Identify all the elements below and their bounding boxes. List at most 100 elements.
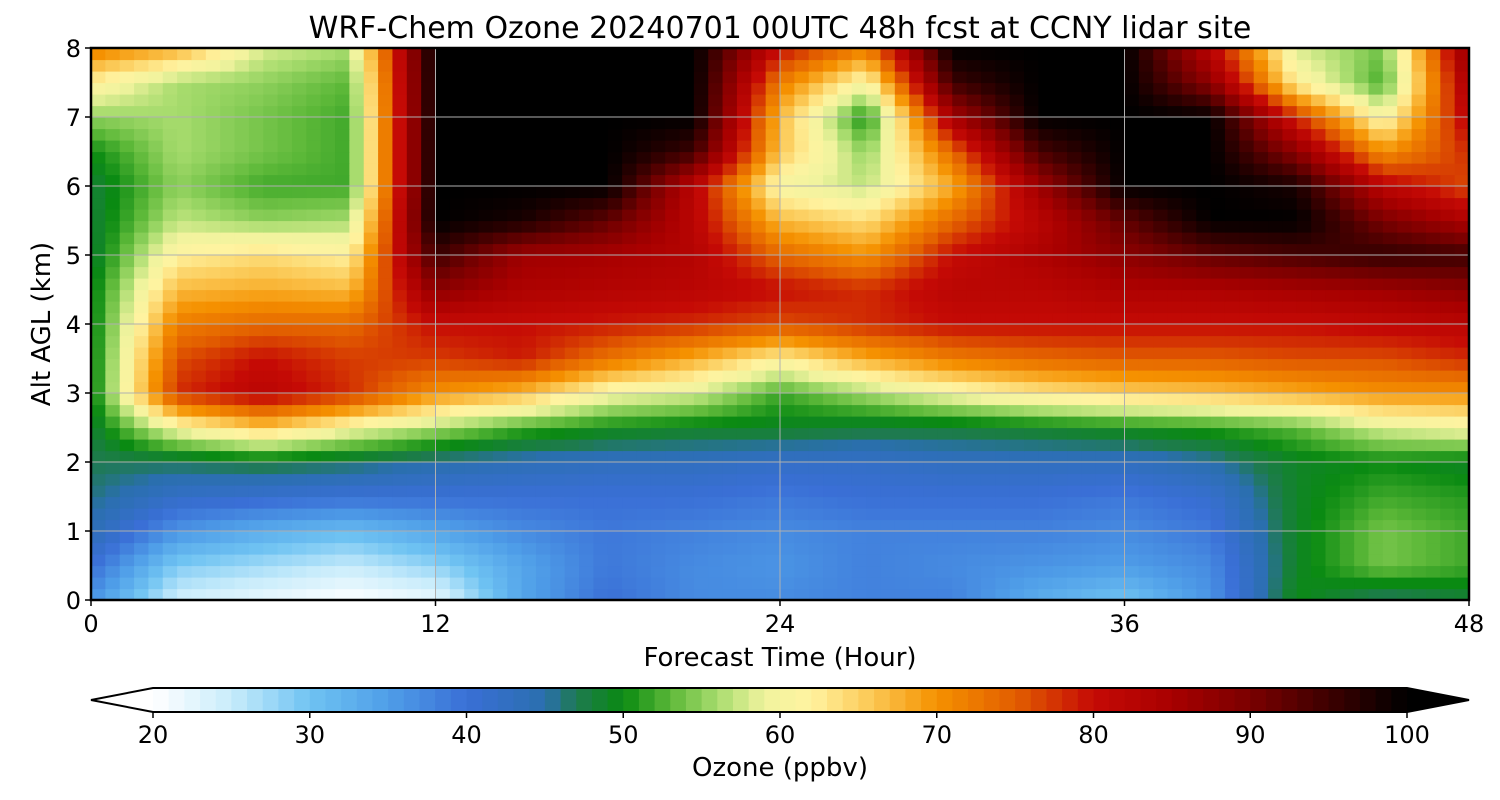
- heatmap-cell: [1325, 519, 1341, 532]
- heatmap-cell: [1296, 542, 1312, 555]
- heatmap-cell: [177, 232, 193, 245]
- heatmap-cell: [808, 140, 824, 153]
- heatmap-cell: [1382, 485, 1398, 498]
- heatmap-cell: [765, 519, 781, 532]
- heatmap-cell: [780, 416, 795, 429]
- heatmap-cell: [363, 485, 379, 498]
- heatmap-cell: [363, 416, 379, 429]
- heatmap-cell: [535, 485, 551, 498]
- heatmap-cell: [263, 243, 279, 256]
- heatmap-cell: [478, 427, 494, 440]
- heatmap-cell: [435, 404, 451, 417]
- heatmap-cell: [277, 117, 293, 130]
- heatmap-cell: [1397, 220, 1413, 233]
- heatmap-cell: [622, 450, 638, 463]
- heatmap-cell: [794, 370, 810, 383]
- heatmap-cell: [177, 496, 193, 509]
- heatmap-cell: [1124, 140, 1140, 153]
- heatmap-cell: [1052, 531, 1068, 544]
- heatmap-cell: [464, 59, 480, 72]
- heatmap-cell: [1081, 370, 1097, 383]
- heatmap-cell: [220, 197, 236, 210]
- heatmap-cell: [234, 542, 250, 555]
- heatmap-cell: [1440, 105, 1456, 118]
- heatmap-cell: [464, 174, 480, 187]
- heatmap-cell: [909, 82, 925, 95]
- heatmap-cell: [134, 94, 150, 107]
- heatmap-cell: [1210, 416, 1226, 429]
- heatmap-cell: [679, 324, 695, 337]
- heatmap-cell: [392, 197, 408, 210]
- heatmap-cell: [291, 278, 307, 291]
- heatmap-cell: [148, 554, 164, 567]
- heatmap-cell: [1354, 519, 1370, 532]
- heatmap-cell: [1196, 381, 1212, 394]
- heatmap-cell: [234, 335, 250, 348]
- heatmap-cell: [1224, 381, 1240, 394]
- heatmap-cell: [478, 278, 494, 291]
- heatmap-cell: [378, 519, 394, 532]
- heatmap-cell: [1224, 496, 1240, 509]
- heatmap-cell: [277, 266, 293, 279]
- heatmap-cell: [1081, 358, 1097, 371]
- heatmap-cell: [736, 278, 752, 291]
- heatmap-cell: [980, 301, 996, 314]
- heatmap-cell: [1038, 59, 1054, 72]
- heatmap-cell: [277, 163, 293, 176]
- heatmap-cell: [449, 163, 465, 176]
- heatmap-cell: [1411, 59, 1427, 72]
- heatmap-cell: [435, 82, 451, 95]
- heatmap-cell: [894, 324, 910, 337]
- heatmap-cell: [134, 462, 150, 475]
- heatmap-cell: [1167, 209, 1183, 222]
- heatmap-cell: [579, 324, 594, 337]
- heatmap-cell: [995, 370, 1011, 383]
- heatmap-cell: [205, 542, 221, 555]
- heatmap-cell: [1282, 243, 1298, 256]
- heatmap-cell: [593, 565, 609, 578]
- heatmap-cell: [966, 450, 982, 463]
- heatmap-cell: [306, 416, 322, 429]
- heatmap-cell: [564, 128, 580, 141]
- heatmap-cell: [593, 577, 609, 590]
- heatmap-cell: [449, 266, 465, 279]
- heatmap-cell: [1009, 439, 1025, 452]
- heatmap-cell: [162, 427, 178, 440]
- heatmap-cell: [521, 117, 537, 130]
- heatmap-cell: [119, 255, 135, 268]
- heatmap-cell: [392, 151, 408, 164]
- heatmap-cell: [1167, 347, 1183, 360]
- heatmap-cell: [449, 278, 465, 291]
- heatmap-cell: [1024, 82, 1039, 95]
- heatmap-cell: [349, 404, 365, 417]
- heatmap-cell: [263, 519, 279, 532]
- heatmap-cell: [1354, 48, 1370, 61]
- heatmap-cell: [909, 94, 925, 107]
- heatmap-cell: [708, 301, 724, 314]
- heatmap-cell: [464, 577, 480, 590]
- heatmap-cell: [205, 347, 221, 360]
- heatmap-cell: [1167, 220, 1183, 233]
- heatmap-cell: [1052, 209, 1068, 222]
- heatmap-cell: [1110, 416, 1126, 429]
- heatmap-cell: [980, 370, 996, 383]
- heatmap-cell: [679, 404, 695, 417]
- chart-title: WRF-Chem Ozone 20240701 00UTC 48h fcst a…: [309, 11, 1252, 46]
- heatmap-cell: [693, 416, 709, 429]
- heatmap-cell: [1368, 588, 1384, 601]
- heatmap-cell: [464, 266, 480, 279]
- heatmap-cell: [435, 278, 451, 291]
- heatmap-cell: [636, 335, 652, 348]
- heatmap-cell: [751, 82, 767, 95]
- heatmap-cell: [320, 370, 336, 383]
- heatmap-cell: [722, 71, 738, 84]
- heatmap-cell: [1325, 186, 1341, 199]
- heatmap-cell: [1368, 94, 1384, 107]
- heatmap-cell: [378, 186, 394, 199]
- heatmap-cell: [1411, 473, 1427, 486]
- heatmap-cell: [866, 381, 882, 394]
- heatmap-cell: [765, 588, 781, 601]
- heatmap-cell: [521, 128, 537, 141]
- heatmap-cell: [306, 117, 322, 130]
- heatmap-cell: [1138, 577, 1154, 590]
